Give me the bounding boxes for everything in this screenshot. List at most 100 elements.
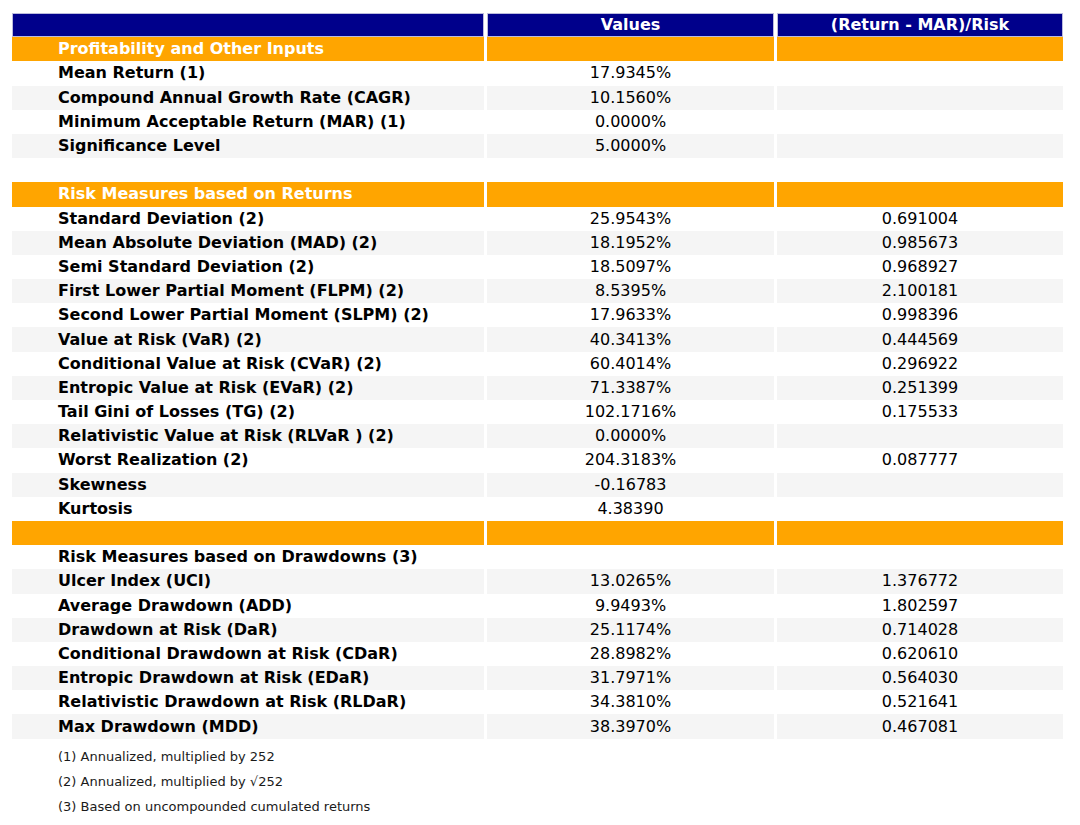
row-value: 204.3183% xyxy=(487,448,774,472)
row-value: 0.0000% xyxy=(487,424,774,448)
table-row: Relativistic Value at Risk (RLVaR ) (2)0… xyxy=(12,424,1063,448)
row-ratio: 0.467081 xyxy=(777,714,1063,738)
table-row: Significance Level5.0000% xyxy=(12,134,1063,158)
row-label: Compound Annual Growth Rate (CAGR) xyxy=(12,86,484,110)
row-ratio xyxy=(777,521,1063,545)
table-row: Conditional Drawdown at Risk (CDaR)28.89… xyxy=(12,642,1063,666)
row-value: 28.8982% xyxy=(487,642,774,666)
row-ratio: 0.985673 xyxy=(777,231,1063,255)
row-label xyxy=(12,158,484,182)
row-value: 38.3970% xyxy=(487,714,774,738)
row-ratio: 1.802597 xyxy=(777,594,1063,618)
row-ratio: 0.175533 xyxy=(777,400,1063,424)
row-value: 13.0265% xyxy=(487,569,774,593)
row-label: Profitability and Other Inputs xyxy=(12,37,484,61)
row-value: 25.1174% xyxy=(487,618,774,642)
table-row: Mean Absolute Deviation (MAD) (2)18.1952… xyxy=(12,231,1063,255)
row-label: Minimum Acceptable Return (MAR) (1) xyxy=(12,110,484,134)
row-ratio: 0.444569 xyxy=(777,327,1063,351)
row-label: Average Drawdown (ADD) xyxy=(12,594,484,618)
section-header-row: Risk Measures based on Returns xyxy=(12,182,1063,206)
row-ratio: 0.714028 xyxy=(777,618,1063,642)
footnote: (1) Annualized, multiplied by 252 xyxy=(12,744,1063,769)
row-ratio xyxy=(777,158,1063,182)
row-value: 17.9345% xyxy=(487,61,774,85)
row-ratio xyxy=(777,545,1063,569)
row-value: 18.5097% xyxy=(487,255,774,279)
row-label: Mean Absolute Deviation (MAD) (2) xyxy=(12,231,484,255)
table-row: Minimum Acceptable Return (MAR) (1)0.000… xyxy=(12,110,1063,134)
row-label: Mean Return (1) xyxy=(12,61,484,85)
row-label: Conditional Value at Risk (CVaR) (2) xyxy=(12,352,484,376)
row-label: Risk Measures based on Returns xyxy=(12,182,484,206)
row-label: Value at Risk (VaR) (2) xyxy=(12,327,484,351)
row-label: Entropic Value at Risk (EVaR) (2) xyxy=(12,376,484,400)
row-label: Drawdown at Risk (DaR) xyxy=(12,618,484,642)
risk-report-page: Values (Return - MAR)/Risk Profitability… xyxy=(0,0,1080,825)
table-row: Max Drawdown (MDD)38.3970%0.467081 xyxy=(12,714,1063,738)
row-value: 9.9493% xyxy=(487,594,774,618)
footnote: (3) Based on uncompounded cumulated retu… xyxy=(12,794,1063,819)
row-ratio xyxy=(777,473,1063,497)
row-label: Risk Measures based on Drawdowns (3) xyxy=(12,545,484,569)
row-ratio: 0.521641 xyxy=(777,690,1063,714)
row-value: 18.1952% xyxy=(487,231,774,255)
row-value xyxy=(487,545,774,569)
section-title-row: Risk Measures based on Drawdowns (3) xyxy=(12,545,1063,569)
table-row: Tail Gini of Losses (TG) (2)102.1716%0.1… xyxy=(12,400,1063,424)
row-ratio xyxy=(777,110,1063,134)
row-label: Relativistic Drawdown at Risk (RLDaR) xyxy=(12,690,484,714)
section-header-row: Profitability and Other Inputs xyxy=(12,37,1063,61)
row-ratio: 0.968927 xyxy=(777,255,1063,279)
table-row: Second Lower Partial Moment (SLPM) (2)17… xyxy=(12,303,1063,327)
row-label: Tail Gini of Losses (TG) (2) xyxy=(12,400,484,424)
table-row: Kurtosis4.38390 xyxy=(12,497,1063,521)
row-ratio xyxy=(777,424,1063,448)
row-ratio xyxy=(777,182,1063,206)
table-row: Compound Annual Growth Rate (CAGR)10.156… xyxy=(12,86,1063,110)
row-label: Entropic Drawdown at Risk (EDaR) xyxy=(12,666,484,690)
row-value: 4.38390 xyxy=(487,497,774,521)
row-ratio: 0.296922 xyxy=(777,352,1063,376)
table-row: Skewness-0.16783 xyxy=(12,473,1063,497)
row-value: 5.0000% xyxy=(487,134,774,158)
row-value: 17.9633% xyxy=(487,303,774,327)
row-value: 8.5395% xyxy=(487,279,774,303)
row-label: Significance Level xyxy=(12,134,484,158)
row-ratio: 0.998396 xyxy=(777,303,1063,327)
row-label: Skewness xyxy=(12,473,484,497)
table-footnotes: (1) Annualized, multiplied by 252(2) Ann… xyxy=(12,739,1063,819)
row-label: Conditional Drawdown at Risk (CDaR) xyxy=(12,642,484,666)
table-row: Value at Risk (VaR) (2)40.3413%0.444569 xyxy=(12,327,1063,351)
row-value: 25.9543% xyxy=(487,207,774,231)
row-value: 0.0000% xyxy=(487,110,774,134)
row-label xyxy=(12,521,484,545)
row-value: 10.1560% xyxy=(487,86,774,110)
row-value xyxy=(487,37,774,61)
spacer-row xyxy=(12,158,1063,182)
row-value xyxy=(487,182,774,206)
table-row: Mean Return (1)17.9345% xyxy=(12,61,1063,85)
row-value: 31.7971% xyxy=(487,666,774,690)
header-ratio-cell: (Return - MAR)/Risk xyxy=(777,13,1063,37)
row-ratio xyxy=(777,61,1063,85)
row-label: Kurtosis xyxy=(12,497,484,521)
header-empty-cell xyxy=(12,13,484,37)
section-header-row xyxy=(12,521,1063,545)
row-label: Relativistic Value at Risk (RLVaR ) (2) xyxy=(12,424,484,448)
footnote: (2) Annualized, multiplied by √252 xyxy=(12,769,1063,794)
row-value: 40.3413% xyxy=(487,327,774,351)
row-ratio: 0.564030 xyxy=(777,666,1063,690)
table-body: Profitability and Other InputsMean Retur… xyxy=(12,37,1063,738)
row-ratio: 0.620610 xyxy=(777,642,1063,666)
header-values-cell: Values xyxy=(487,13,774,37)
row-label: First Lower Partial Moment (FLPM) (2) xyxy=(12,279,484,303)
row-value: 102.1716% xyxy=(487,400,774,424)
row-ratio: 1.376772 xyxy=(777,569,1063,593)
table-row: Ulcer Index (UCI)13.0265%1.376772 xyxy=(12,569,1063,593)
table-row: Standard Deviation (2)25.9543%0.691004 xyxy=(12,207,1063,231)
row-value: -0.16783 xyxy=(487,473,774,497)
table-row: Conditional Value at Risk (CVaR) (2)60.4… xyxy=(12,352,1063,376)
table-row: Entropic Drawdown at Risk (EDaR)31.7971%… xyxy=(12,666,1063,690)
table-row: Semi Standard Deviation (2)18.5097%0.968… xyxy=(12,255,1063,279)
